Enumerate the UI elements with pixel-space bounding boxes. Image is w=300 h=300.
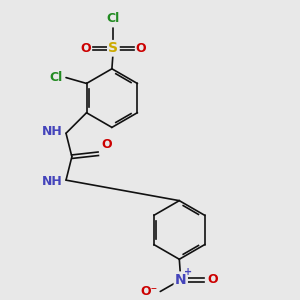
Text: NH: NH bbox=[42, 125, 63, 138]
Text: Cl: Cl bbox=[107, 12, 120, 25]
Text: NH: NH bbox=[42, 175, 63, 188]
Text: Cl: Cl bbox=[50, 71, 63, 84]
Text: N: N bbox=[175, 273, 187, 287]
Text: O⁻: O⁻ bbox=[140, 285, 157, 298]
Text: O: O bbox=[81, 42, 92, 55]
Text: S: S bbox=[108, 41, 118, 55]
Text: O: O bbox=[135, 42, 146, 55]
Text: O: O bbox=[207, 273, 218, 286]
Text: +: + bbox=[184, 267, 192, 278]
Text: O: O bbox=[101, 138, 112, 151]
